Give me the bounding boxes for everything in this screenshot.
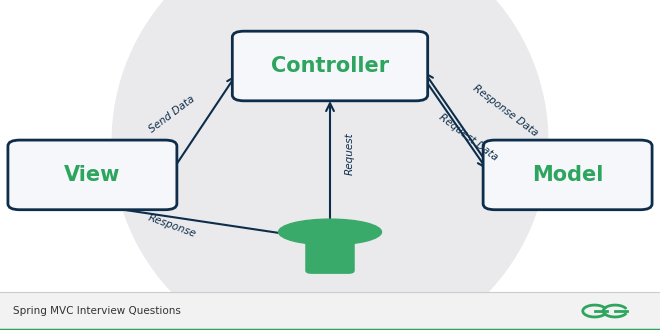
- Text: Model: Model: [532, 165, 603, 185]
- Text: Spring MVC Interview Questions: Spring MVC Interview Questions: [13, 306, 181, 316]
- Bar: [0, 292, 660, 330]
- FancyBboxPatch shape: [8, 140, 177, 210]
- Text: View: View: [64, 165, 121, 185]
- Text: Request: Request: [345, 132, 354, 175]
- Ellipse shape: [279, 219, 381, 245]
- Text: Response Data: Response Data: [471, 83, 539, 138]
- Text: Request Data: Request Data: [438, 112, 500, 162]
- FancyBboxPatch shape: [305, 241, 355, 274]
- FancyBboxPatch shape: [483, 140, 652, 210]
- Ellipse shape: [112, 0, 548, 330]
- Text: Controller: Controller: [271, 56, 389, 76]
- Text: Send Data: Send Data: [147, 93, 196, 134]
- Text: Response: Response: [147, 212, 197, 239]
- FancyBboxPatch shape: [232, 31, 428, 101]
